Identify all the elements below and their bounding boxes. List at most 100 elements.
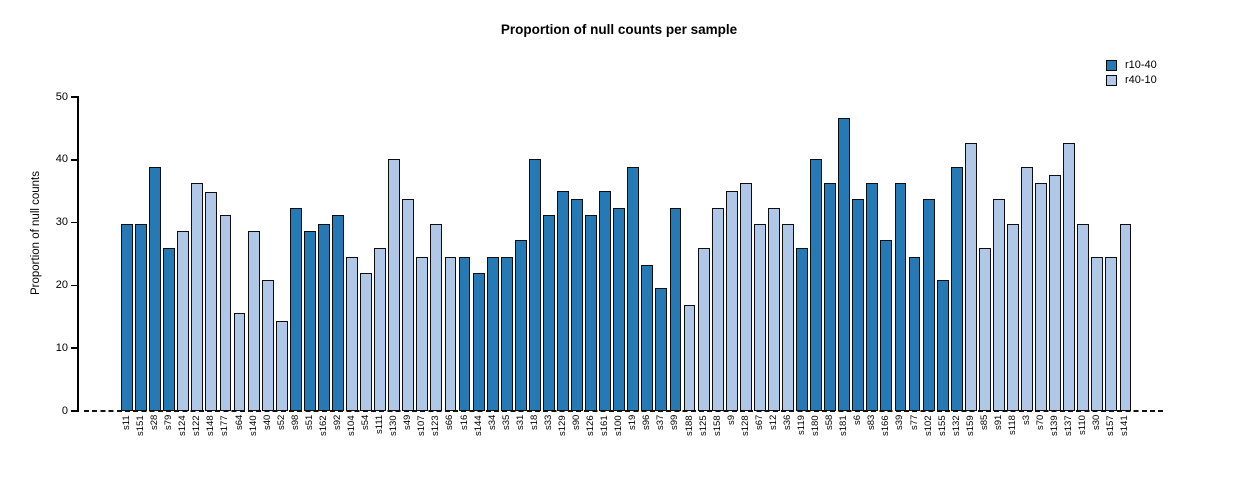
- x-tick-label: s128: [739, 415, 751, 436]
- x-label-cell: s83: [865, 415, 879, 477]
- x-label-cell: s123: [429, 415, 443, 477]
- bar-s124: [177, 231, 190, 411]
- x-label-cell: s130: [387, 415, 401, 477]
- x-label-cell: s110: [1076, 415, 1090, 477]
- legend-label: r40-10: [1125, 74, 1157, 86]
- x-tick-label: s54: [360, 415, 372, 431]
- x-label-cell: s49: [401, 415, 415, 477]
- bar-s79: [163, 248, 176, 411]
- bar-s139: [1049, 174, 1062, 411]
- x-tick-label: s155: [936, 415, 948, 436]
- bar-s85: [978, 247, 991, 411]
- x-label-cell: s158: [711, 415, 725, 477]
- x-label-cell: s33: [542, 415, 556, 477]
- x-tick-label: s123: [430, 415, 442, 436]
- bar-s6: [852, 199, 865, 411]
- x-label-cell: s28: [148, 415, 162, 477]
- x-tick-label: s67: [753, 415, 765, 431]
- bar-s64: [233, 313, 246, 411]
- x-label-cell: s148: [204, 415, 218, 477]
- x-label-cell: s104: [345, 415, 359, 477]
- x-label-cell: s177: [218, 415, 232, 477]
- bar-s158: [711, 207, 724, 411]
- x-tick-label: s124: [177, 415, 189, 436]
- bar-s140: [247, 231, 260, 411]
- x-label-cell: s92: [331, 415, 345, 477]
- x-label-cell: s35: [500, 415, 514, 477]
- y-tick-mark: [71, 96, 77, 98]
- bar-s161: [599, 191, 612, 411]
- bar-s52: [275, 321, 288, 411]
- y-tick-mark: [71, 410, 77, 412]
- x-tick-label: s39: [894, 415, 906, 431]
- bar-s177: [219, 215, 232, 411]
- bar-s96: [641, 264, 654, 411]
- x-label-cell: s132: [950, 415, 964, 477]
- x-label-cell: s162: [317, 415, 331, 477]
- x-tick-label: s11: [121, 415, 133, 430]
- x-tick-label: s111: [374, 415, 386, 435]
- x-tick-label: s30: [1091, 415, 1103, 431]
- bar-s125: [697, 247, 710, 411]
- y-tick-mark: [71, 159, 77, 161]
- y-tick-label: 10: [55, 341, 68, 354]
- y-tick-mark: [71, 284, 77, 287]
- x-label-cell: s111: [373, 415, 387, 477]
- x-label-cell: s16: [458, 415, 472, 477]
- x-label-cell: s3: [1020, 415, 1034, 477]
- x-label-cell: s6: [851, 415, 865, 477]
- bar-s36: [782, 223, 794, 411]
- bar-s123: [430, 223, 443, 411]
- bar-s99: [669, 207, 682, 411]
- x-tick-label: s9: [725, 415, 737, 426]
- legend-swatch-r10-40: [1106, 59, 1117, 71]
- x-label-cell: s79: [162, 415, 176, 477]
- x-label-cell: s39: [893, 415, 907, 477]
- bar-s180: [810, 159, 823, 411]
- bar-s155: [936, 280, 949, 411]
- y-tick-label: 40: [55, 153, 68, 166]
- bar-s49: [402, 199, 415, 411]
- x-tick-label: s12: [767, 415, 779, 431]
- x-tick-label: s144: [472, 415, 484, 436]
- bar-s111: [374, 247, 387, 411]
- x-label-cell: s166: [879, 415, 893, 477]
- x-tick-label: s91: [992, 415, 1004, 431]
- x-label-cell: s58: [823, 415, 837, 477]
- x-tick-label: s90: [571, 415, 583, 431]
- zero-baseline: [84, 410, 1165, 412]
- bar-s58: [824, 183, 837, 411]
- x-tick-label: s102: [922, 415, 934, 436]
- x-tick-label: s34: [486, 415, 498, 431]
- x-tick-label: s85: [978, 415, 990, 431]
- x-label-cell: s141: [1118, 415, 1132, 477]
- x-tick-label: s79: [163, 415, 175, 431]
- x-label-cell: s129: [556, 415, 570, 477]
- x-tick-label: s33: [542, 415, 554, 431]
- x-label-cell: s90: [570, 415, 584, 477]
- x-label-cell: s67: [753, 415, 767, 477]
- x-tick-label: s130: [388, 415, 400, 436]
- bar-s130: [388, 159, 401, 411]
- bar-s141: [1119, 223, 1132, 411]
- bar-s30: [1091, 257, 1104, 411]
- x-tick-label: s141: [1119, 415, 1131, 436]
- bar-s118: [1007, 223, 1019, 411]
- x-label-cell: s36: [781, 415, 795, 477]
- x-label-cell: s100: [612, 415, 626, 477]
- x-tick-label: s137: [1063, 415, 1075, 436]
- bar-s51: [303, 231, 316, 411]
- x-tick-label: s157: [1105, 415, 1117, 436]
- x-label-cell: s54: [359, 415, 373, 477]
- x-tick-label: s31: [514, 415, 526, 431]
- x-label-cell: s37: [654, 415, 668, 477]
- x-label-cell: s137: [1062, 415, 1076, 477]
- x-label-cell: s151: [134, 415, 148, 477]
- bar-s33: [542, 215, 555, 411]
- x-tick-label: s66: [444, 415, 456, 431]
- x-tick-label: s6: [852, 415, 864, 426]
- x-label-cell: s31: [514, 415, 528, 477]
- x-label-cell: s12: [767, 415, 781, 477]
- x-tick-label: s49: [402, 415, 414, 431]
- bar-s92: [332, 215, 344, 411]
